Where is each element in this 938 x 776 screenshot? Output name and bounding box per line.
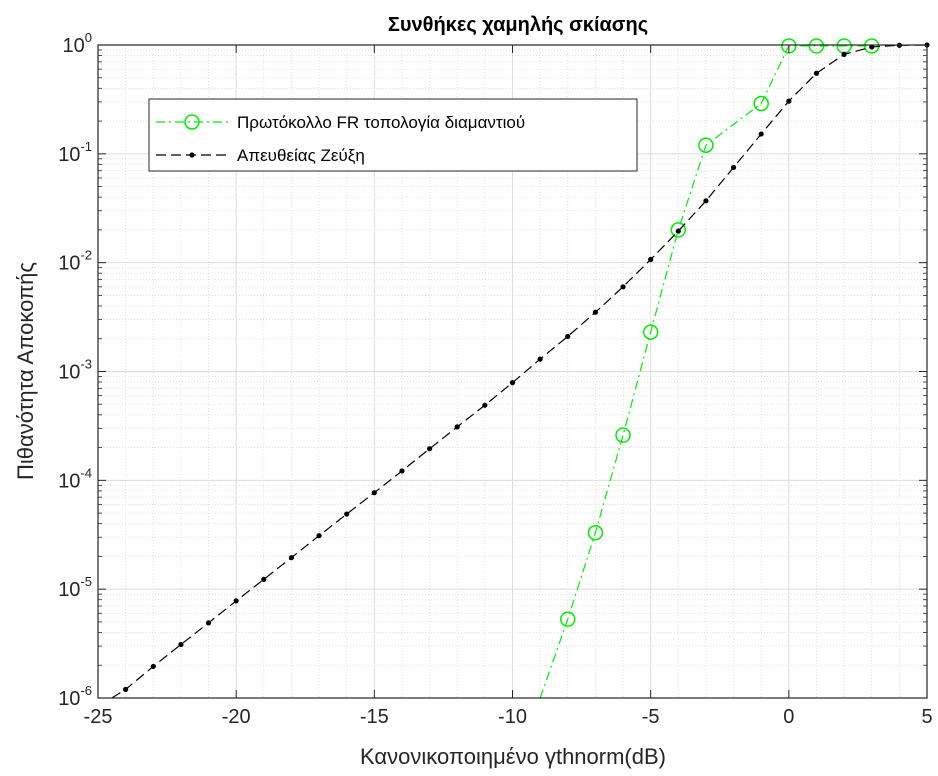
y-tick-label-exponent: -5	[80, 574, 92, 589]
series-1-point	[675, 228, 681, 234]
series-1-point	[427, 446, 433, 452]
series-0-point	[615, 427, 631, 443]
series-1-point	[565, 333, 571, 340]
series-1-point	[730, 164, 737, 171]
series-1-point	[592, 309, 599, 315]
y-tick-label: 100	[63, 30, 92, 57]
axis-ticks	[97, 44, 928, 699]
series-1-point	[178, 641, 184, 648]
series-1-point	[509, 380, 516, 386]
series-1-point	[261, 576, 267, 582]
series-1-point	[813, 70, 820, 76]
x-tick-label: 5	[921, 706, 932, 728]
series-layer	[111, 38, 930, 699]
y-tick-label-base: 10	[58, 470, 80, 492]
series-1-point	[371, 490, 377, 496]
series-1-point	[233, 598, 239, 604]
y-tick-label: 10-1	[58, 139, 92, 166]
y-tick-label-exponent: 0	[85, 30, 92, 45]
y-tick-label-exponent: -2	[80, 248, 92, 263]
series-1-point	[454, 424, 460, 430]
series-0-point	[587, 524, 604, 541]
series-0-point	[753, 95, 769, 112]
y-tick-label: 10-2	[58, 248, 92, 275]
y-tick-label-base: 10	[58, 144, 80, 166]
x-tick-label: -10	[498, 706, 527, 728]
series-1-point	[537, 356, 543, 362]
legend-label-fr: Πρωτόκολλο FR τοπολογία διαμαντιού	[237, 113, 525, 132]
y-tick-label-base: 10	[58, 688, 80, 710]
legend-marker-fr	[184, 114, 200, 130]
y-tick-label: 10-5	[58, 574, 92, 601]
series-1-point	[786, 98, 792, 104]
x-tick-labels: -25 -20 -15 -10 -5 0 5	[84, 706, 933, 728]
y-tick-label-base: 10	[58, 579, 80, 601]
series-1-point	[869, 44, 875, 50]
series-0-point	[698, 137, 714, 153]
series-1-point	[288, 555, 295, 561]
series-1-point	[482, 402, 488, 408]
legend: Πρωτόκολλο FR τοπολογία διαμαντιού Απευθ…	[148, 98, 638, 172]
series-1-point	[841, 51, 847, 57]
series-0-point	[670, 222, 687, 238]
x-tick-label: 0	[783, 706, 794, 728]
series-0-point	[560, 611, 576, 627]
y-tick-label: 10-4	[58, 465, 92, 492]
y-tick-label-exponent: -6	[80, 683, 92, 698]
y-tick-label: 10-6	[58, 683, 92, 710]
y-tick-label-exponent: -1	[80, 139, 92, 154]
y-tick-label-base: 10	[58, 362, 80, 384]
series-1-point	[316, 533, 322, 539]
x-tick-label: -5	[642, 706, 660, 728]
y-tick-label-exponent: -3	[80, 357, 92, 372]
series-0-point	[808, 38, 825, 54]
series-1-point	[399, 468, 405, 474]
series-1-point	[150, 663, 156, 670]
legend-marker-direct	[189, 152, 195, 158]
y-tick-label-exponent: -4	[80, 465, 92, 480]
y-tick-label: 10-3	[58, 357, 92, 384]
legend-label-direct: Απευθείας Ζεύξη	[237, 146, 365, 165]
y-axis-label: Πιθανότητα Αποκοπής	[13, 262, 38, 480]
series-0-point	[642, 324, 659, 340]
series-1-point	[620, 284, 626, 290]
series-1-point	[205, 620, 212, 626]
x-axis-label: Κανονικοποιημένο γthnorm(dB)	[360, 744, 666, 769]
y-tick-label-base: 10	[63, 35, 85, 57]
x-tick-label: -20	[222, 706, 251, 728]
x-tick-label: -15	[360, 706, 389, 728]
series-1-point	[758, 131, 764, 137]
y-tick-label-base: 10	[58, 253, 80, 275]
legend-box	[148, 98, 638, 172]
series-1-point	[648, 256, 654, 263]
series-1-point	[344, 511, 350, 517]
series-0-line	[539, 45, 872, 699]
x-tick-label: -25	[84, 706, 113, 728]
chart-title: Συνθήκες χαμηλής σκίασης	[388, 14, 648, 36]
series-1-point	[123, 686, 129, 692]
series-1-point	[703, 198, 709, 204]
